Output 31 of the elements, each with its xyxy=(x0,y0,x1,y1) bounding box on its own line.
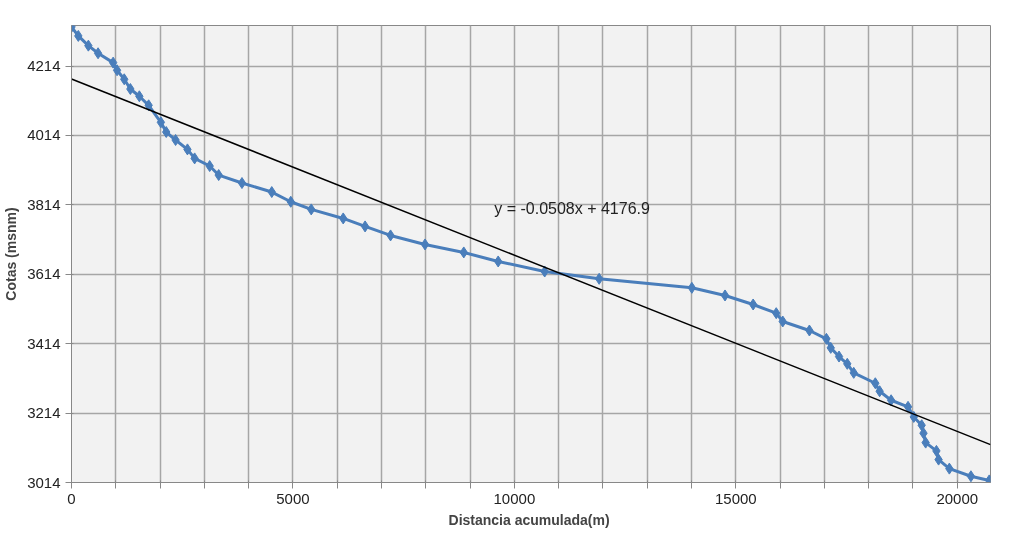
y-tick-label: 3414 xyxy=(27,334,61,352)
y-tick-label: 3814 xyxy=(27,195,61,213)
point xyxy=(156,116,166,129)
point xyxy=(108,56,118,69)
point xyxy=(886,394,896,407)
point xyxy=(360,220,370,233)
y-tick-label: 4014 xyxy=(27,126,61,144)
point xyxy=(126,83,135,95)
point xyxy=(834,350,844,363)
point xyxy=(966,470,976,483)
y-tick-label: 3014 xyxy=(27,473,61,491)
point xyxy=(720,289,730,302)
point xyxy=(112,64,122,77)
x-tick-label: 15000 xyxy=(714,489,757,507)
point xyxy=(748,298,758,311)
point xyxy=(237,177,247,190)
x-axis-title: Distancia acumulada(m) xyxy=(448,511,610,528)
point xyxy=(594,272,604,285)
annotation: y = -0.0508x + 4176.9 xyxy=(494,200,651,218)
y-tick-label: 3214 xyxy=(27,404,61,422)
point xyxy=(420,238,430,251)
y-tick-label: 4214 xyxy=(27,57,61,75)
point xyxy=(687,281,697,294)
x-tick-label: 0 xyxy=(67,489,76,507)
x-tick-label: 5000 xyxy=(276,489,310,507)
y-axis-title: Cotas (msnm) xyxy=(3,207,20,301)
point xyxy=(93,47,103,60)
point xyxy=(903,400,913,413)
y-tick-label: 3614 xyxy=(27,265,61,283)
x-tick-label: 20000 xyxy=(936,489,979,507)
x-tick-label: 10000 xyxy=(493,489,536,507)
